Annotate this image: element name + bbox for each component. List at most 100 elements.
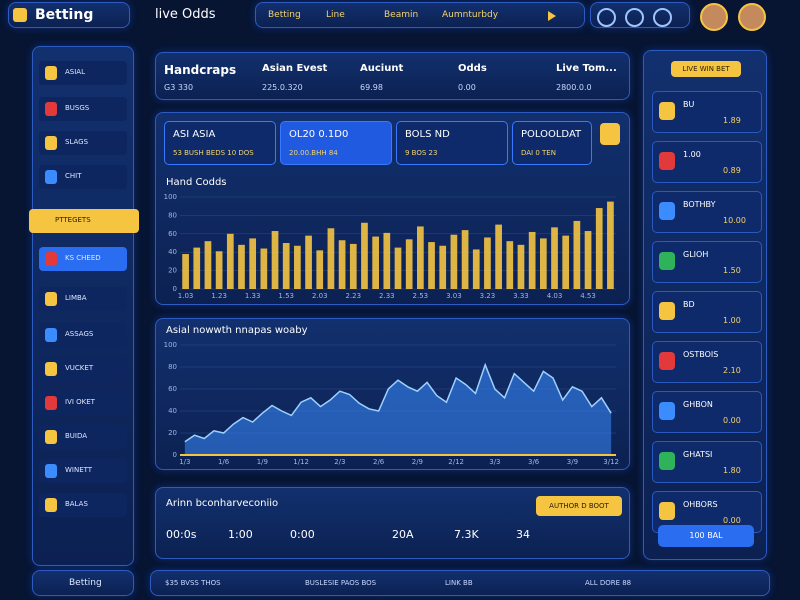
odds-card[interactable]: BOLS ND 9 BOS 23	[396, 121, 508, 165]
x-tick-label: 3/9	[567, 458, 578, 466]
match-row[interactable]: GHATSI 1.80	[652, 441, 762, 483]
match-row[interactable]: GHBON 0.00	[652, 391, 762, 433]
stat-label: Asian Evest	[262, 63, 328, 74]
x-tick-label: 1.33	[245, 292, 261, 300]
footer-item[interactable]: $35 BVSS THOS	[165, 579, 221, 587]
match-row[interactable]: BU 1.89	[652, 91, 762, 133]
nav-item[interactable]: Betting	[268, 10, 301, 20]
icon-button[interactable]	[625, 8, 644, 27]
team-odd: 0.89	[723, 166, 741, 175]
area-panel: Asial nowwth nnapas woaby 0 20 40 60 80 100 1/3…	[155, 318, 630, 470]
footer-label[interactable]: Betting	[69, 578, 102, 588]
bar	[439, 245, 447, 289]
item-label: BUSGS	[65, 104, 90, 112]
y-tick-label: 0	[173, 285, 177, 293]
sidebar-item[interactable]: WINETT	[39, 459, 127, 483]
avatar[interactable]	[738, 3, 766, 31]
y-tick-label: 20	[168, 429, 177, 437]
bar	[349, 243, 357, 289]
card-title: OL20 0.1D0	[289, 129, 349, 140]
odds-card[interactable]: POLOOLDAT DAI 0 TEN	[512, 121, 592, 165]
team-name: OHBORS	[683, 500, 718, 509]
avatar[interactable]	[700, 3, 728, 31]
match-row[interactable]: 1.00 0.89	[652, 141, 762, 183]
right-panel: LIVE WIN BET BU 1.89 1.00 0.89 BOTHBY 10.00 GLI…	[643, 50, 767, 560]
bottom-panel: Arinn bconharveconiio AUTHOR D BOOT 00:0s 1…	[155, 487, 630, 559]
sidebar-item[interactable]: VUCKET	[39, 357, 127, 381]
team-odd: 1.00	[723, 316, 741, 325]
team-badge	[45, 66, 57, 80]
bar	[607, 201, 614, 289]
card-title: ASI ASIA	[173, 129, 216, 140]
action-button[interactable]: AUTHOR D BOOT	[536, 496, 622, 516]
card-title: BOLS ND	[405, 129, 450, 140]
x-tick-label: 2.03	[312, 292, 328, 300]
team-name: GLIOH	[683, 250, 709, 259]
item-label: LIMBA	[65, 294, 87, 302]
y-tick-label: 100	[164, 341, 177, 349]
bar	[428, 242, 435, 289]
team-badge	[35, 214, 47, 228]
sidebar-item[interactable]: KS CHEED	[39, 247, 127, 271]
bar	[226, 233, 234, 289]
icon-button[interactable]	[597, 8, 616, 27]
nav-item[interactable]: Line	[326, 10, 345, 20]
stat-value: 2800.0.0	[556, 83, 592, 92]
team-badge	[659, 202, 675, 220]
sidebar-item[interactable]: LIMBA	[39, 287, 127, 311]
sidebar-item[interactable]: ASSAGS	[39, 323, 127, 347]
x-tick-label: 2/12	[448, 458, 464, 466]
match-row[interactable]: GLIOH 1.50	[652, 241, 762, 283]
odds-card[interactable]: ASI ASIA 53 BUSH BEDS 10 DOS	[164, 121, 276, 165]
footer-item[interactable]: LINK BB	[445, 579, 473, 587]
bar	[215, 251, 223, 289]
item-label: WINETT	[65, 466, 93, 474]
nav-item[interactable]: Beamin	[384, 10, 419, 20]
sidebar-item[interactable]: BUIDA	[39, 425, 127, 449]
x-tick-label: 2/9	[412, 458, 423, 466]
stat-label: Handcraps	[164, 63, 237, 77]
sidebar-item[interactable]: ASIAL	[39, 61, 127, 85]
sidebar-item[interactable]: BUSGS	[39, 97, 127, 121]
x-tick-label: 3/12	[603, 458, 619, 466]
nav-item[interactable]: Aumnturbdy	[442, 10, 499, 20]
sidebar-item[interactable]: CHIT	[39, 165, 127, 189]
bar	[528, 231, 536, 289]
team-odd: 1.89	[723, 116, 741, 125]
match-row[interactable]: BD 1.00	[652, 291, 762, 333]
y-tick-label: 80	[168, 211, 177, 219]
bar	[417, 226, 424, 289]
stat-value: 69.98	[360, 83, 383, 92]
match-row[interactable]: BOTHBY 10.00	[652, 191, 762, 233]
team-odd: 1.80	[723, 466, 741, 475]
x-tick-label: 1/9	[257, 458, 268, 466]
footer-item[interactable]: ALL DORE 88	[585, 579, 632, 587]
nav: Betting Line Beamin Aumnturbdy	[255, 2, 585, 28]
icon-button[interactable]	[653, 8, 672, 27]
bar	[595, 208, 603, 289]
bar	[562, 235, 570, 289]
area	[184, 364, 612, 455]
sidebar-item[interactable]: IVI OKET	[39, 391, 127, 415]
bar	[361, 222, 368, 289]
y-tick-label: 0	[173, 451, 177, 459]
play-button[interactable]	[548, 11, 556, 21]
match-row[interactable]: OSTBOIS 2.10	[652, 341, 762, 383]
sidebar-item[interactable]: BALAS	[39, 493, 127, 517]
footer-item[interactable]: BUSLESIE PAOS BOS	[305, 579, 377, 587]
sidebar-item[interactable]: SLAGS	[39, 131, 127, 155]
odds-card[interactable]: OL20 0.1D0 20.00.BHH 84	[280, 121, 392, 165]
x-tick-label: 3.33	[513, 292, 529, 300]
bar	[182, 254, 189, 289]
right-button[interactable]: 100 BAL	[658, 525, 754, 547]
nav-arrow[interactable]	[600, 123, 620, 145]
team-odd: 1.50	[723, 266, 741, 275]
y-tick-label: 20	[168, 267, 177, 275]
x-tick-label: 3/3	[489, 458, 500, 466]
bar	[506, 241, 514, 289]
bottom-title: Arinn bconharveconiio	[166, 498, 279, 509]
right-title[interactable]: LIVE WIN BET	[671, 61, 741, 77]
sidebar-item[interactable]: PTTEGETS	[29, 209, 139, 233]
team-badge	[45, 292, 57, 306]
